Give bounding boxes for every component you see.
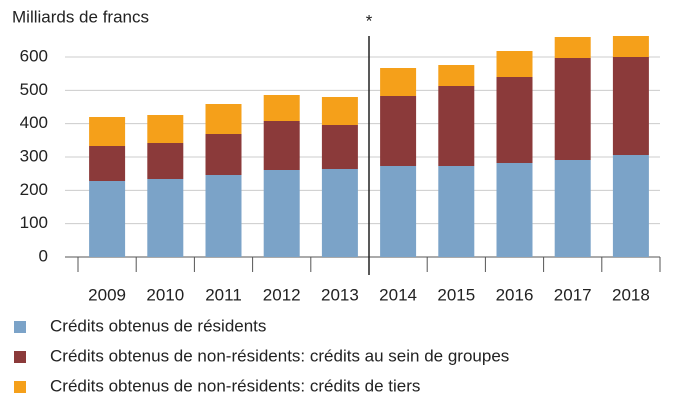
- x-tick-label: 2012: [263, 285, 301, 304]
- bar-segment: [321, 125, 358, 169]
- x-tick-label: 2013: [321, 285, 359, 304]
- bar-segment: [263, 95, 300, 121]
- y-tick-label: 300: [20, 146, 48, 165]
- bar-segment: [321, 169, 358, 257]
- bar-segment: [438, 166, 475, 257]
- bar-segment: [438, 65, 475, 86]
- y-tick-label: 600: [20, 46, 48, 65]
- x-tick-label: 2009: [88, 285, 126, 304]
- bar-segment: [380, 96, 417, 166]
- y-tick-label: 400: [20, 113, 48, 132]
- bar-segment: [612, 36, 649, 57]
- bar-segment: [147, 143, 184, 179]
- x-tick-label: 2011: [205, 285, 242, 304]
- bar-segment: [205, 104, 242, 134]
- x-tick-label: 2010: [146, 285, 184, 304]
- bar-segment: [205, 175, 242, 257]
- legend-swatch: [14, 321, 26, 333]
- annotation: *: [366, 11, 373, 30]
- bar-segment: [263, 170, 300, 257]
- bar-segment: [89, 117, 126, 146]
- bar-segment: [554, 58, 591, 160]
- x-tick-label: 2018: [612, 285, 650, 304]
- bar-segment: [380, 68, 417, 96]
- bar-segment: [380, 166, 417, 257]
- bar-segment: [496, 163, 533, 257]
- x-tick-label: 2017: [554, 285, 592, 304]
- bar-segment: [263, 121, 300, 170]
- bar-segment: [89, 181, 126, 257]
- bar-segment: [321, 97, 358, 125]
- y-tick-label: 200: [20, 180, 48, 199]
- bar-segment: [554, 37, 591, 58]
- legend-label: Crédits obtenus de non-résidents: crédit…: [50, 346, 509, 365]
- bar-segment: [205, 134, 242, 175]
- bar-segment: [438, 86, 475, 166]
- y-tick-label: 100: [20, 213, 48, 232]
- legend-swatch: [14, 381, 26, 393]
- bar-segment: [147, 115, 184, 143]
- bar-segment: [89, 146, 126, 181]
- y-tick-label: 0: [39, 246, 48, 265]
- bar-segment: [612, 57, 649, 155]
- bar-segment: [496, 51, 533, 77]
- legend-swatch: [14, 351, 26, 363]
- bar-segment: [147, 179, 184, 257]
- bar-segment: [496, 77, 533, 163]
- legend-label: Crédits obtenus de non-résidents: crédit…: [50, 376, 420, 395]
- bar-segment: [554, 160, 591, 257]
- y-axis-label: Milliards de francs: [12, 7, 149, 26]
- y-tick-label: 500: [20, 80, 48, 99]
- bar-segment: [612, 155, 649, 257]
- x-tick-label: 2014: [379, 285, 417, 304]
- x-tick-label: 2016: [496, 285, 534, 304]
- legend-label: Crédits obtenus de résidents: [50, 316, 266, 335]
- x-tick-label: 2015: [437, 285, 475, 304]
